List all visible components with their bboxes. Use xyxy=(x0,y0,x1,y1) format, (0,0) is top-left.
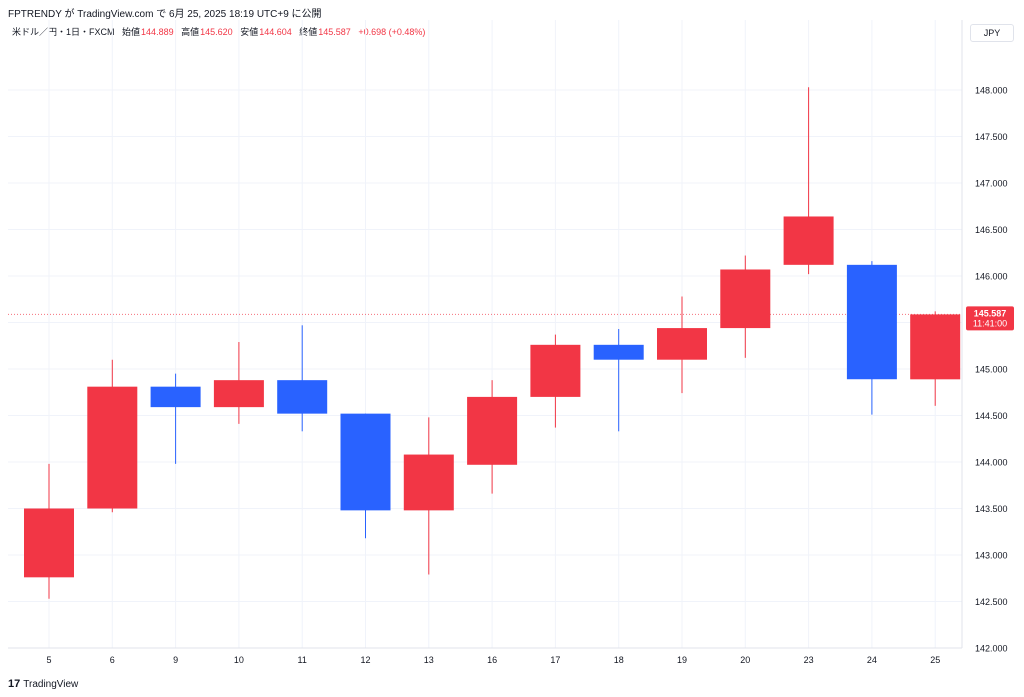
price-tag-countdown: 11:41:00 xyxy=(973,318,1007,328)
brand-name[interactable]: TradingView xyxy=(23,679,79,690)
candle-body xyxy=(150,386,201,408)
price-tag-value: 145.587 xyxy=(974,308,1007,318)
candle-body xyxy=(657,328,707,360)
y-tick-label: 146.500 xyxy=(975,225,1008,235)
x-tick-label: 16 xyxy=(487,655,497,665)
close-label: 終値 xyxy=(299,27,318,37)
x-tick-label: 6 xyxy=(110,655,115,665)
y-tick-label: 142.500 xyxy=(975,597,1008,607)
x-tick-label: 20 xyxy=(740,655,750,665)
y-tick-label: 142.000 xyxy=(975,644,1008,654)
candle-body xyxy=(24,508,74,578)
x-tick-label: 9 xyxy=(173,655,178,665)
low-value: 144.604 xyxy=(259,27,292,37)
x-tick-label: 11 xyxy=(298,655,307,665)
currency-button[interactable]: JPY xyxy=(970,24,1014,42)
symbol-legend: 米ドル／円・1日・FXCM 始値144.889 高値145.620 安値144.… xyxy=(12,25,430,38)
low-label: 安値 xyxy=(240,27,259,37)
candle-body xyxy=(530,344,581,397)
candle-body xyxy=(277,380,328,414)
y-tick-label: 144.000 xyxy=(975,458,1008,468)
close-value: 145.587 xyxy=(318,27,351,37)
candle-body xyxy=(403,454,454,511)
publish-header: FPTRENDY が TradingView.com で 6月 25, 2025… xyxy=(0,0,1024,20)
x-tick-label: 25 xyxy=(930,655,940,665)
tradingview-logo-icon[interactable]: 17 xyxy=(8,678,21,690)
candle-body xyxy=(720,269,771,329)
symbol-name[interactable]: 米ドル／円・1日・FXCM xyxy=(12,27,115,37)
candle-body xyxy=(846,264,897,380)
candle-body xyxy=(593,344,644,360)
candle-body xyxy=(910,314,961,380)
y-tick-label: 143.000 xyxy=(975,551,1008,561)
y-tick-label: 148.000 xyxy=(975,86,1008,96)
footer: 17 TradingView xyxy=(8,678,78,690)
open-label: 始値 xyxy=(122,27,141,37)
time-axis-labels: 5 6 9 10 11 12 13 16 17 18 19 20 23 24 25 xyxy=(46,655,940,665)
y-tick-label: 143.500 xyxy=(975,504,1008,514)
y-tick-label: 145.000 xyxy=(975,365,1008,375)
candle-body xyxy=(213,380,264,408)
y-tick-label: 147.500 xyxy=(975,132,1008,142)
open-value: 144.889 xyxy=(141,27,174,37)
x-tick-label: 17 xyxy=(550,655,560,665)
price-axis-labels: 142.000 142.500 143.000 143.500 144.000 144.5… xyxy=(975,86,1008,654)
x-tick-label: 5 xyxy=(46,655,51,665)
candles xyxy=(24,87,961,599)
x-tick-label: 18 xyxy=(614,655,624,665)
publish-info: FPTRENDY が TradingView.com で 6月 25, 2025… xyxy=(8,9,322,20)
y-tick-label: 144.500 xyxy=(975,411,1008,421)
x-tick-label: 19 xyxy=(677,655,687,665)
x-tick-label: 10 xyxy=(234,655,244,665)
candle-body xyxy=(340,413,391,511)
price-tag-box xyxy=(966,306,1014,331)
high-value: 145.620 xyxy=(200,27,233,37)
x-tick-label: 12 xyxy=(360,655,370,665)
high-label: 高値 xyxy=(181,27,200,37)
change-value: +0.698 (+0.48%) xyxy=(358,27,426,37)
x-tick-label: 23 xyxy=(804,655,814,665)
x-tick-label: 13 xyxy=(424,655,434,665)
candle-body xyxy=(467,396,518,465)
candle-body xyxy=(783,216,834,265)
axes xyxy=(8,20,963,649)
y-tick-label: 147.000 xyxy=(975,179,1008,189)
candle-body xyxy=(87,386,138,509)
y-tick-label: 146.000 xyxy=(975,272,1008,282)
grid-lines xyxy=(8,20,962,649)
x-tick-label: 24 xyxy=(867,655,877,665)
